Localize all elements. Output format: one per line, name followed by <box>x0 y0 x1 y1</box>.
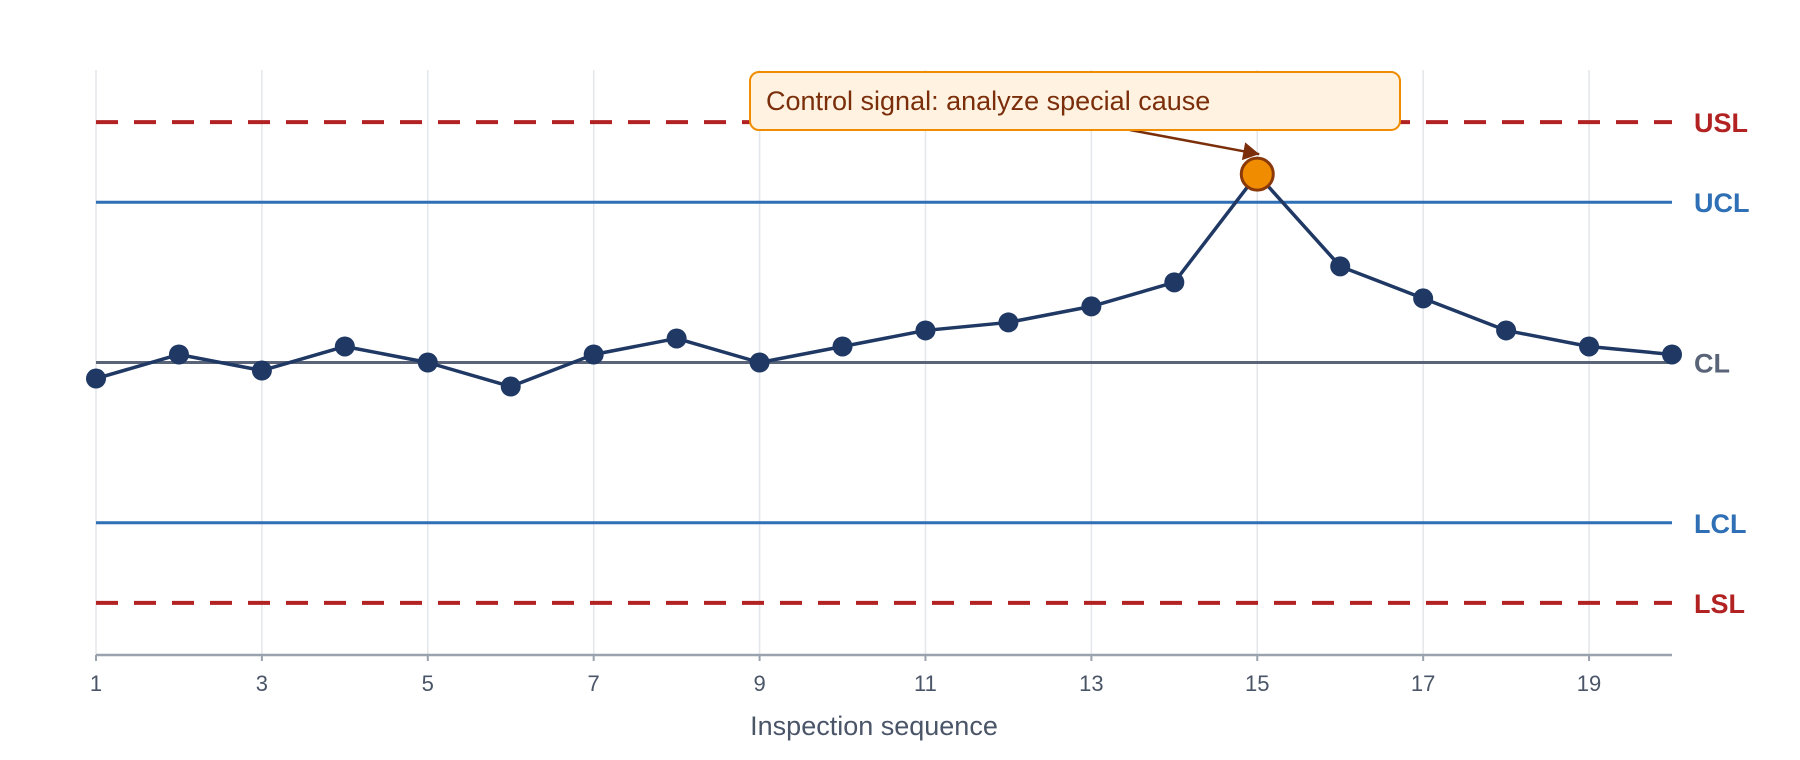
annotation-box <box>749 71 1401 131</box>
data-point-17 <box>1413 288 1434 309</box>
data-point-6 <box>500 376 521 397</box>
x-tick-label-3: 3 <box>256 671 268 696</box>
limit-label-lsl: LSL <box>1694 589 1745 619</box>
x-axis-title: Inspection sequence <box>750 711 998 741</box>
data-point-7 <box>583 344 604 365</box>
x-tick-label-7: 7 <box>588 671 600 696</box>
data-point-8 <box>666 328 687 349</box>
limit-label-usl: USL <box>1694 108 1748 138</box>
limit-label-cl: CL <box>1694 349 1730 379</box>
annotation: Control signal: analyze special cause <box>749 71 1401 161</box>
limit-label-lcl: LCL <box>1694 509 1746 539</box>
data-point-3 <box>251 360 272 381</box>
x-tick-label-15: 15 <box>1245 671 1269 696</box>
data-point-11 <box>915 320 936 341</box>
annotation-text: Control signal: analyze special cause <box>766 86 1210 116</box>
data-point-9 <box>749 352 770 373</box>
data-point-10 <box>832 336 853 357</box>
data-point-2 <box>168 344 189 365</box>
data-point-14 <box>1164 272 1185 293</box>
annotation-arrowhead <box>1241 142 1260 161</box>
data-point-1 <box>86 368 106 389</box>
series <box>86 156 1682 397</box>
data-point-18 <box>1496 320 1517 341</box>
control-limit-lines: USL UCL CL LCL LSL <box>96 108 1750 619</box>
data-point-13 <box>1081 296 1102 317</box>
x-tick-label-17: 17 <box>1411 671 1435 696</box>
annotation-arrow <box>1129 128 1260 156</box>
x-tick-labels: 1 3 5 7 9 11 13 15 17 19 <box>90 655 1601 696</box>
x-tick-label-1: 1 <box>90 671 102 696</box>
data-point-19 <box>1579 336 1600 357</box>
x-tick-label-19: 19 <box>1577 671 1601 696</box>
x-axis: 1 3 5 7 9 11 13 15 17 19 <box>90 653 1672 696</box>
data-point-12 <box>998 312 1019 333</box>
x-tick-label-9: 9 <box>753 671 765 696</box>
data-point-4 <box>334 336 355 357</box>
x-tick-label-5: 5 <box>422 671 434 696</box>
data-point-16 <box>1330 256 1351 277</box>
limit-label-ucl: UCL <box>1694 188 1750 218</box>
data-point-5 <box>417 352 438 373</box>
highlight-point <box>1239 156 1275 192</box>
data-point-20 <box>1662 344 1682 365</box>
x-tick-label-11: 11 <box>914 671 937 696</box>
x-tick-label-13: 13 <box>1079 671 1103 696</box>
series-line <box>95 172 1673 389</box>
